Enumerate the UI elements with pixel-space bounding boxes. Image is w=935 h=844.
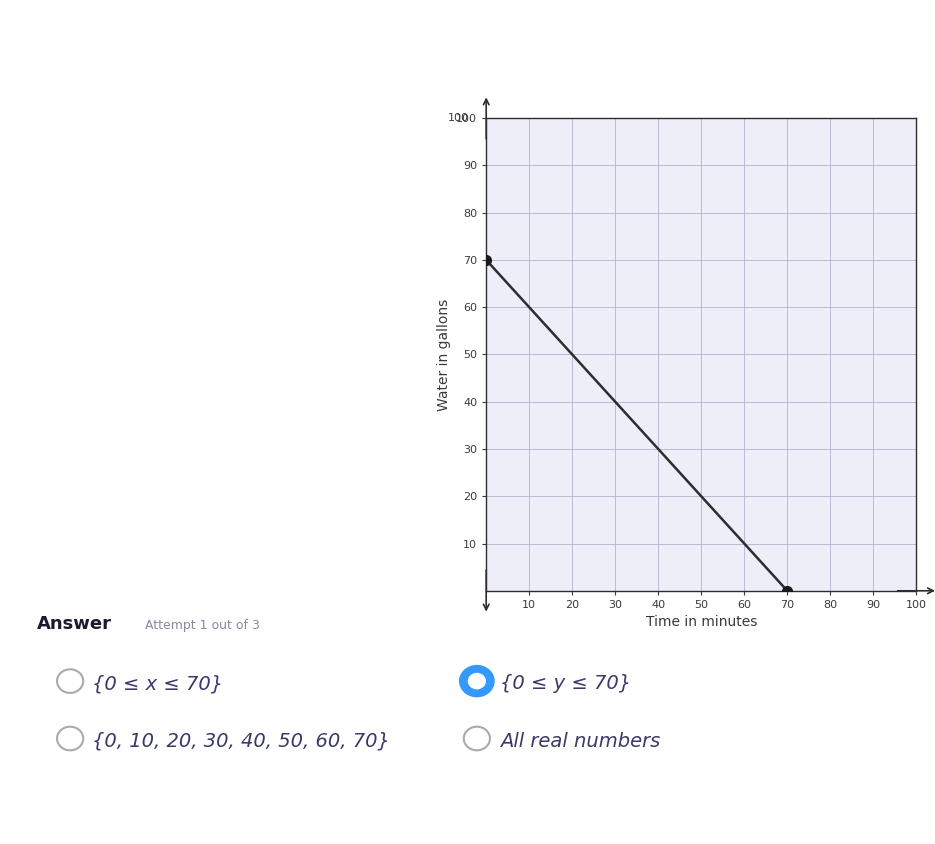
X-axis label: Time in minutes: Time in minutes — [645, 615, 757, 630]
Text: {0, 10, 20, 30, 40, 50, 60, 70}: {0, 10, 20, 30, 40, 50, 60, 70} — [92, 732, 390, 750]
Text: {0 ≤ y ≤ 70}: {0 ≤ y ≤ 70} — [500, 674, 631, 693]
Text: {0 ≤ x ≤ 70}: {0 ≤ x ≤ 70} — [92, 674, 223, 693]
Text: What is the domain of the function for this situation?: What is the domain of the function for t… — [19, 43, 653, 67]
Text: All real numbers: All real numbers — [500, 732, 660, 750]
Text: Answer: Answer — [37, 614, 112, 633]
Text: 100: 100 — [448, 113, 469, 123]
Text: Attempt 1 out of 3: Attempt 1 out of 3 — [145, 619, 260, 632]
Y-axis label: Water in gallons: Water in gallons — [437, 299, 451, 410]
